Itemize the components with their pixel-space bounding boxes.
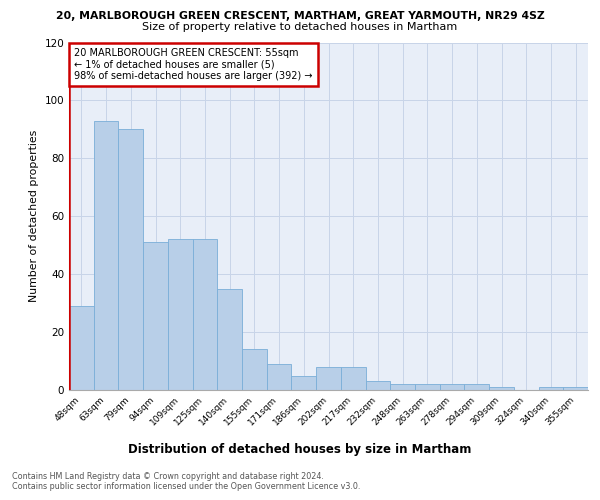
Bar xyxy=(69,306,94,390)
Y-axis label: Number of detached properties: Number of detached properties xyxy=(29,130,39,302)
Bar xyxy=(341,367,365,390)
Bar xyxy=(168,240,193,390)
Bar xyxy=(539,387,563,390)
Text: Contains public sector information licensed under the Open Government Licence v3: Contains public sector information licen… xyxy=(12,482,361,491)
Text: 20 MARLBOROUGH GREEN CRESCENT: 55sqm
← 1% of detached houses are smaller (5)
98%: 20 MARLBOROUGH GREEN CRESCENT: 55sqm ← 1… xyxy=(74,48,313,81)
Bar xyxy=(440,384,464,390)
Bar xyxy=(118,130,143,390)
Bar xyxy=(563,387,588,390)
Bar xyxy=(143,242,168,390)
Bar xyxy=(94,120,118,390)
Bar xyxy=(267,364,292,390)
Bar xyxy=(217,288,242,390)
Bar xyxy=(242,350,267,390)
Bar xyxy=(464,384,489,390)
Bar xyxy=(365,382,390,390)
Bar xyxy=(415,384,440,390)
Bar xyxy=(390,384,415,390)
Bar xyxy=(292,376,316,390)
Text: Distribution of detached houses by size in Martham: Distribution of detached houses by size … xyxy=(128,442,472,456)
Bar xyxy=(489,387,514,390)
Bar xyxy=(193,240,217,390)
Text: Contains HM Land Registry data © Crown copyright and database right 2024.: Contains HM Land Registry data © Crown c… xyxy=(12,472,324,481)
Bar xyxy=(316,367,341,390)
Text: 20, MARLBOROUGH GREEN CRESCENT, MARTHAM, GREAT YARMOUTH, NR29 4SZ: 20, MARLBOROUGH GREEN CRESCENT, MARTHAM,… xyxy=(56,11,544,21)
Text: Size of property relative to detached houses in Martham: Size of property relative to detached ho… xyxy=(142,22,458,32)
